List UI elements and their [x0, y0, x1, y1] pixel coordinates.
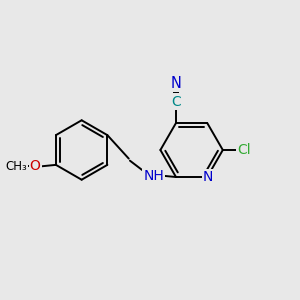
Text: NH: NH — [143, 169, 164, 182]
Text: Cl: Cl — [237, 143, 251, 157]
Text: CH₃: CH₃ — [6, 160, 28, 173]
Text: N: N — [202, 170, 213, 184]
Text: N: N — [171, 76, 182, 91]
Text: O: O — [30, 159, 40, 173]
Text: C: C — [171, 94, 181, 109]
